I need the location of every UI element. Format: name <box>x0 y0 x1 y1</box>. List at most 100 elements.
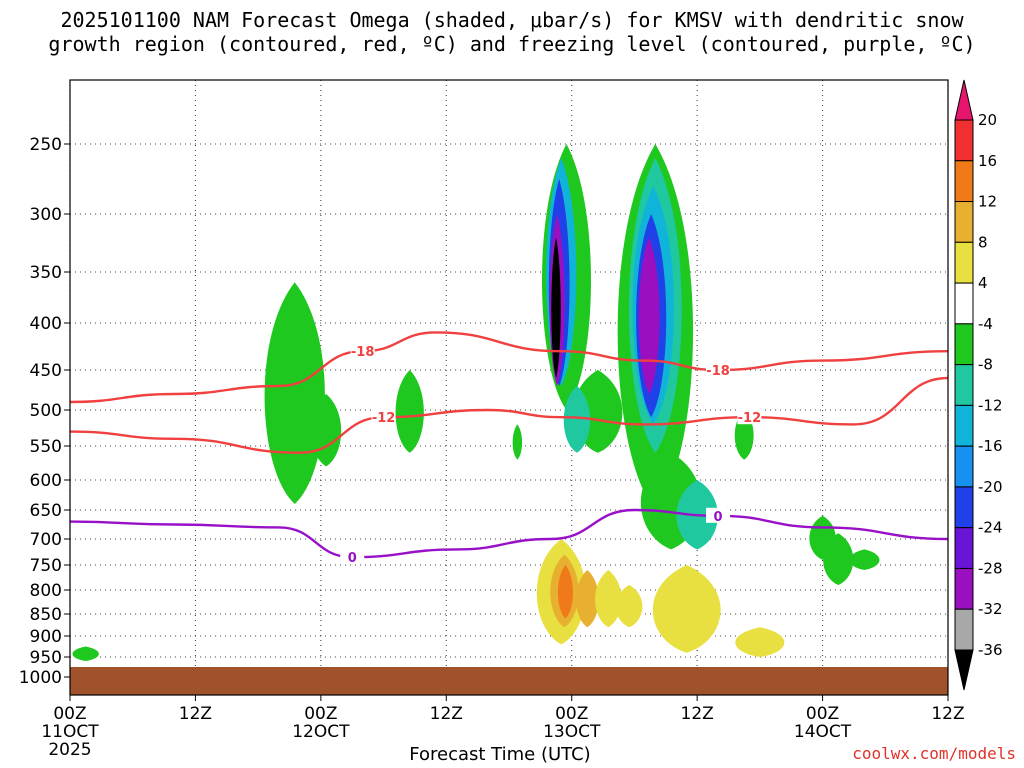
colorbar-swatch-8 <box>954 445 974 488</box>
terrain-surface <box>70 667 948 695</box>
contour-label-freezing-level-1: 0 <box>714 510 723 525</box>
colorbar-bottom-arrow <box>954 649 974 691</box>
y-tick-label-250: 250 <box>30 135 62 155</box>
contour-layer: -18 -18 -12 -12 0 0 <box>70 331 948 566</box>
contour-label-freezing-level-0: 0 <box>348 551 357 566</box>
omega-band3-purple <box>638 237 660 394</box>
contour-label-bg-dgz-minus18-1 <box>706 362 731 377</box>
x-tick-label-4: 00Z <box>555 704 588 724</box>
x-tick-label-2: 00Z <box>304 704 337 724</box>
colorbar-swatch-5 <box>954 323 974 366</box>
colorbar-swatch-12 <box>954 608 974 651</box>
y-tick-label-850: 850 <box>30 605 62 625</box>
colorbar-label-4: 4 <box>978 274 988 292</box>
colorbar-label-13: -36 <box>978 641 1003 659</box>
colorbar-label-7: -12 <box>978 396 1003 414</box>
colorbar-swatch-2 <box>954 201 974 243</box>
contour-label-bg-dgz-minus12-1 <box>737 409 762 425</box>
contour-label-dgz-minus12-1: -12 <box>738 411 762 426</box>
contour-label-dgz-minus18-1: -18 <box>706 364 730 379</box>
colorbar-swatch-11 <box>954 567 974 610</box>
contour-dgz-minus12 <box>70 376 948 455</box>
y-tick-label-650: 650 <box>30 501 62 521</box>
x-tick-date-4: 13OCT <box>543 722 601 742</box>
omega-descent-yellow-e <box>735 627 785 657</box>
contour-label-dgz-minus12-0: -12 <box>372 411 396 426</box>
y-tick-label-300: 300 <box>30 205 62 225</box>
contour-label-dgz-minus18-0: -18 <box>351 345 375 360</box>
omega-descent-orange <box>557 565 573 619</box>
colorbar-swatch-10 <box>954 527 974 569</box>
omega-descent-gold-b <box>576 570 599 628</box>
y-tick-label-450: 450 <box>30 361 62 381</box>
chart-title-line-1: 2025101100 NAM Forecast Omega (shaded, μ… <box>60 8 964 32</box>
colorbar-swatch-4 <box>954 282 974 325</box>
omega-descent-yellow-b <box>595 570 622 628</box>
contour-label-bg-dgz-minus18-0 <box>350 343 375 359</box>
x-tick-label-3: 12Z <box>430 704 463 724</box>
x-tick-label-5: 12Z <box>681 704 714 724</box>
omega-low-green-c <box>849 549 880 570</box>
colorbar-label-2: 12 <box>978 193 997 211</box>
chart-title-line-2: growth region (contoured, red, ºC) and f… <box>48 32 976 56</box>
colorbar-swatch-9 <box>954 486 974 529</box>
contour-dgz-minus18 <box>70 331 948 404</box>
y-tick-label-950: 950 <box>30 648 62 668</box>
plot-border <box>69 79 949 696</box>
colorbar-top-arrow <box>954 79 974 121</box>
omega-descent-yellow-d <box>652 565 721 653</box>
colorbar-swatch-3 <box>954 241 974 284</box>
omega-band2-lower-teal <box>563 386 591 453</box>
contour-label-bg-freezing-level-0 <box>340 549 365 565</box>
colorbar-label-11: -28 <box>978 559 1003 577</box>
omega-region-day1-side <box>311 394 342 467</box>
y-tick-label-700: 700 <box>30 530 62 550</box>
x-tick-year-0: 2025 <box>48 740 91 760</box>
colorbar-label-5: -4 <box>978 315 993 333</box>
y-tick-label-500: 500 <box>30 401 62 421</box>
plot-frame <box>69 79 949 696</box>
y-tick-label-900: 900 <box>30 627 62 647</box>
colorbar-swatch-6 <box>954 364 974 406</box>
x-tick-date-2: 12OCT <box>292 722 350 742</box>
omega-shading-layer <box>72 144 880 661</box>
x-tick-label-1: 12Z <box>179 704 212 724</box>
omega-region-day1-sliver <box>512 424 523 460</box>
colorbar: 20 16 12 8 4 -4 -8 -12 -16 -20 -24 -28 -32 -36 <box>954 79 1003 691</box>
colorbar-label-1: 16 <box>978 152 997 170</box>
colorbar-swatch-1 <box>954 160 974 203</box>
contour-label-bg-freezing-level-1 <box>706 507 731 523</box>
contour-freezing-level <box>70 508 948 559</box>
x-tick-label-0: 00Z <box>53 704 86 724</box>
colorbar-label-8: -16 <box>978 437 1003 455</box>
credit-link[interactable]: coolwx.com/models <box>852 744 1016 763</box>
x-tick-label-6: 00Z <box>806 704 839 724</box>
contour-label-bg-dgz-minus12-0 <box>371 409 396 425</box>
y-tick-label-400: 400 <box>30 314 62 334</box>
omega-shallow-left <box>72 646 99 661</box>
omega-descent-yellow-c <box>616 585 643 628</box>
colorbar-label-3: 8 <box>978 233 988 251</box>
colorbar-label-10: -24 <box>978 519 1003 537</box>
y-tick-label-350: 350 <box>30 263 62 283</box>
chart-title: 2025101100 NAM Forecast Omega (shaded, μ… <box>0 8 1024 56</box>
y-tick-label-600: 600 <box>30 471 62 491</box>
plot-background <box>70 80 948 695</box>
omega-region-day1-east <box>395 370 424 453</box>
y-axis: 2503003504004505005506006507007508008509… <box>19 135 70 688</box>
x-tick-date-0: 11OCT <box>41 722 99 742</box>
terrain-layer <box>70 667 948 695</box>
colorbar-swatch-7 <box>954 404 974 447</box>
colorbar-label-0: 20 <box>978 111 997 129</box>
omega-band2-core <box>551 237 561 378</box>
y-tick-label-550: 550 <box>30 437 62 457</box>
plot-area <box>70 80 948 695</box>
y-tick-label-750: 750 <box>30 556 62 576</box>
colorbar-label-12: -32 <box>978 600 1003 618</box>
x-axis-title: Forecast Time (UTC) <box>409 744 591 765</box>
colorbar-swatch-0 <box>954 119 974 162</box>
y-tick-label-800: 800 <box>30 581 62 601</box>
colorbar-label-6: -8 <box>978 356 993 374</box>
